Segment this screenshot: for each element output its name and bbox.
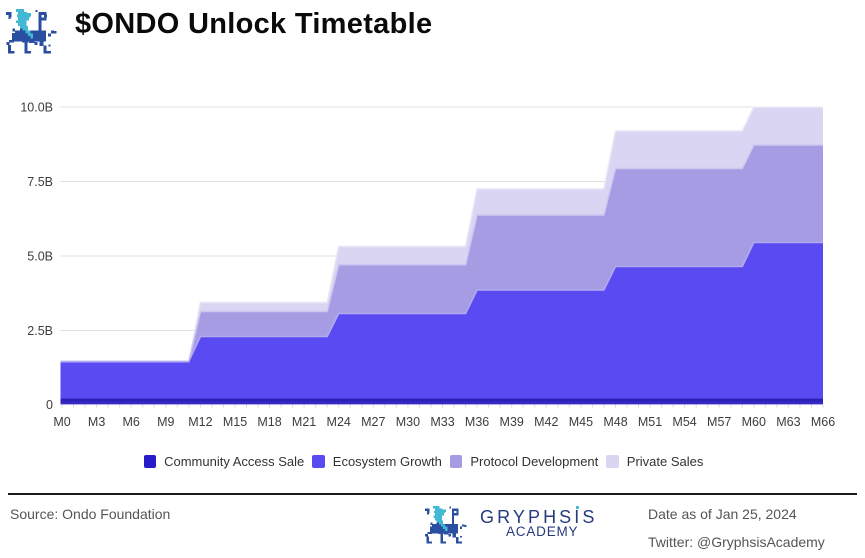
svg-text:M21: M21 xyxy=(292,415,316,429)
svg-text:M0: M0 xyxy=(53,415,70,429)
svg-text:M63: M63 xyxy=(776,415,800,429)
svg-text:M48: M48 xyxy=(603,415,627,429)
svg-text:M3: M3 xyxy=(88,415,105,429)
svg-text:M36: M36 xyxy=(465,415,489,429)
svg-text:5.0B: 5.0B xyxy=(27,250,53,264)
svg-text:10.0B: 10.0B xyxy=(20,101,53,115)
svg-text:M51: M51 xyxy=(638,415,662,429)
svg-text:0: 0 xyxy=(46,398,53,412)
svg-text:M39: M39 xyxy=(500,415,524,429)
svg-text:2.5B: 2.5B xyxy=(27,324,53,338)
svg-text:M27: M27 xyxy=(361,415,385,429)
svg-text:M30: M30 xyxy=(396,415,420,429)
svg-text:M45: M45 xyxy=(569,415,593,429)
svg-text:M60: M60 xyxy=(742,415,766,429)
svg-text:M33: M33 xyxy=(430,415,454,429)
svg-text:M24: M24 xyxy=(327,415,351,429)
svg-text:M66: M66 xyxy=(811,415,835,429)
svg-text:7.5B: 7.5B xyxy=(27,175,53,189)
svg-text:M57: M57 xyxy=(707,415,731,429)
svg-text:M15: M15 xyxy=(223,415,247,429)
svg-text:M54: M54 xyxy=(672,415,696,429)
svg-text:M18: M18 xyxy=(257,415,281,429)
svg-text:M9: M9 xyxy=(157,415,174,429)
svg-text:M12: M12 xyxy=(188,415,212,429)
svg-text:M42: M42 xyxy=(534,415,558,429)
svg-text:M6: M6 xyxy=(123,415,140,429)
